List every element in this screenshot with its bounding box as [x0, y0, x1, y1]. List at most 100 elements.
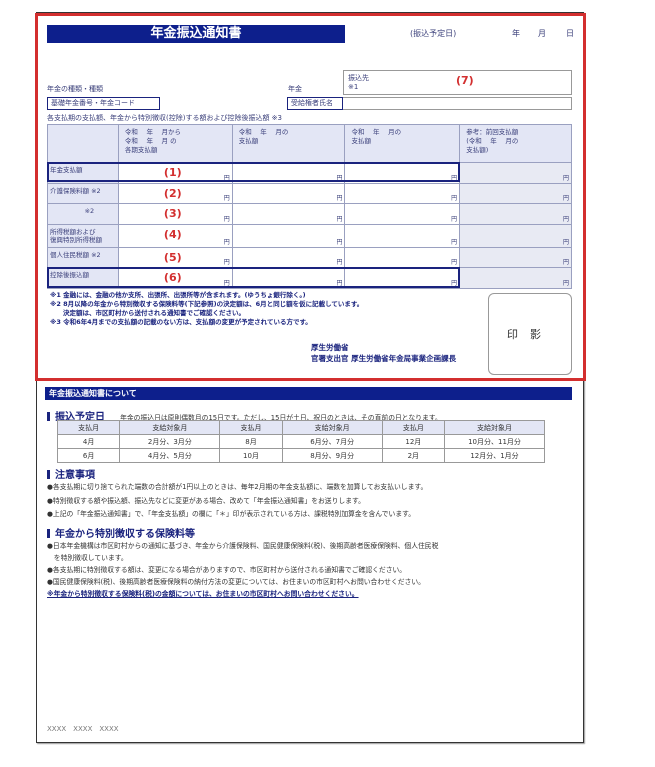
schedule-cell: 支給対象月 [444, 420, 545, 435]
deduction-item: ●日本年金機構は市区町村からの通知に基づき、年金から介護保険料、国民健康保険料(… [47, 542, 439, 550]
year-label: 年 [512, 29, 520, 38]
yen-unit: 円 [451, 195, 458, 202]
column-header: 令和 年 月の 支払額 [344, 124, 461, 163]
schedule-cell: 支払月 [56, 420, 121, 435]
notes: ※1 金融には、金融の他か支所、出張所、出張所等が含まれます。(ゆうちょ銀行除く… [50, 291, 363, 327]
amount-cell: 円 [459, 223, 572, 248]
schedule-cell: 2月 [381, 448, 446, 463]
amount-cell: 円 [344, 203, 461, 225]
yen-unit: 円 [451, 174, 458, 182]
amount-cell: 円 [459, 182, 572, 204]
amount-cell: 円 [344, 223, 461, 248]
yen-unit: 円 [451, 238, 458, 246]
issuer-ministry: 厚生労働省 [311, 343, 349, 352]
amount-cell: 円 [459, 203, 572, 225]
amount-cell: 円 [459, 162, 572, 184]
table-row: 控除後振込額 (6) 円 円 円 円 [47, 267, 572, 289]
row-marker: (5) [163, 250, 182, 264]
footer-code: XXXX XXXX XXXX [47, 725, 119, 733]
table-header-row: 令和 年 月から 令和 年 月 の 各期支払額 令和 年 月の 支払額 令和 年 月… [47, 124, 572, 163]
column-header: 参考：前回支払額 (令和 年 月の 支払額) [459, 124, 572, 163]
schedule-cell: 6月分、7月分 [281, 434, 383, 449]
note-2-cont: 決定額は、市区町村から送付される通知書でご確認ください。 [50, 309, 245, 317]
table-row: 個人住民税額 ※2 (5) 円 円 円 円 [47, 246, 572, 268]
day-label: 日 [566, 29, 574, 38]
deduction-item: ●各支払期に特別徴収する額は、変更になる場合がありますので、市区町村から送付され… [47, 566, 407, 574]
schedule-cell: 4月分、5月分 [119, 448, 221, 463]
amount-cell: 円 [459, 267, 572, 289]
yen-unit: 円 [336, 259, 343, 266]
yen-unit: 円 [562, 195, 569, 202]
schedule-text: 年金の振込日は原則偶数月の15日です。ただし、15日が土日、祝日のときは、その直… [120, 414, 442, 422]
yen-unit: 円 [562, 174, 569, 182]
yen-unit: 円 [562, 215, 569, 223]
schedule-cell: 6月 [56, 448, 121, 463]
yen-unit: 円 [336, 174, 343, 182]
schedule-heading-row: 振込予定日 年金の振込日は原則偶数月の15日です。ただし、15日が土日、祝日のと… [47, 405, 442, 424]
amount-cell: (2) 円 [117, 182, 233, 204]
issuer-officer: 官署支出官 厚生労働省年金局事業企画課長 [311, 354, 457, 363]
caution-heading: 注意事項 [47, 466, 95, 481]
yen-unit: 円 [562, 238, 569, 246]
row-label: 介護保険料額 ※2 [47, 182, 119, 204]
amount-cell: (4) 円 [117, 223, 233, 248]
final-note: ※年金から特別徴収する保険料(税)の金額については、お住まいの市区町村へお問い合… [47, 590, 359, 598]
yen-unit: 円 [336, 195, 343, 202]
table-row: 所得税額および 復興特別所得税額 (4) 円 円 円 円 [47, 223, 572, 248]
table-row: ※2 (3) 円 円 円 円 [47, 203, 572, 225]
yen-unit: 円 [223, 279, 230, 287]
schedule-cell: 支払月 [381, 420, 446, 435]
yen-unit: 円 [451, 215, 458, 223]
schedule-cell: 支給対象月 [119, 420, 221, 435]
scheduled-date-label: (振込予定日) [410, 29, 457, 38]
yen-unit: 円 [223, 195, 230, 202]
yen-unit: 円 [336, 279, 343, 287]
deduction-item: を特別徴収しています。 [47, 554, 128, 562]
schedule-cell: 12月分、1月分 [444, 448, 545, 463]
amount-cell: 円 [459, 246, 572, 268]
document-title: 年金振込通知書 [47, 25, 345, 43]
yen-unit: 円 [562, 259, 569, 266]
column-header: 令和 年 月から 令和 年 月 の 各期支払額 [117, 124, 233, 163]
net-row-highlight [47, 267, 460, 288]
amount-cell: 円 [344, 182, 461, 204]
recipient-label: 受給権者氏名 [287, 97, 343, 110]
amount-cell: 円 [231, 203, 346, 225]
amount-cell: 円 [344, 246, 461, 268]
schedule-cell: 2月分、3月分 [119, 434, 221, 449]
payment-row-highlight [47, 162, 460, 182]
pension-type-label: 年金の種類・種類 [47, 85, 103, 93]
yen-unit: 円 [451, 259, 458, 266]
row-label: 控除後振込額 [47, 267, 119, 289]
yen-unit: 円 [223, 174, 230, 182]
payee-marker: (7) [456, 74, 474, 87]
basic-number-label: 基礎年金番号・年金コード [47, 97, 160, 110]
schedule-heading: 振込予定日 [47, 412, 105, 423]
note-2: ※2 8月以降の年金から特別徴収する保険料等(下記参照)の決定額は、6月と同じ額… [50, 300, 364, 308]
row-marker: (1) [163, 166, 182, 179]
month-label: 月 [538, 29, 546, 38]
caution-item: ●上記の「年金振込通知書」で、「年金支払額」の欄に「＊」印が表示されている方は、… [47, 510, 416, 518]
row-marker: (6) [163, 271, 182, 284]
column-header [47, 124, 119, 163]
schedule-cell: 4月 [56, 434, 121, 449]
row-label: 個人住民税額 ※2 [47, 246, 119, 268]
payee-label: 振込先 [348, 74, 369, 82]
caution-item: ●各支払期に切り捨てられた端数の合計額が1円以上のときは、毎年2月期の年金支払額… [47, 483, 428, 491]
highlight-frame [35, 13, 586, 381]
yen-unit: 円 [223, 215, 230, 223]
schedule-cell: 8月 [219, 434, 283, 449]
row-marker: (4) [163, 227, 182, 241]
seal-box: 印影 [488, 293, 572, 375]
row-label: ※2 [47, 203, 119, 225]
table-caption: 各支払期の支払額、年金から特別徴収(控除)する額および控除後振込額 ※3 [47, 114, 283, 122]
caution-list: ●各支払期に切り捨てられた端数の合計額が1円以上のときは、毎年2月期の年金支払額… [47, 481, 427, 522]
deduction-item: ●国民健康保険料(税)、後期高齢者医療保険料の納付方法の変更については、お住まい… [47, 578, 425, 586]
payment-table: 令和 年 月から 令和 年 月 の 各期支払額 令和 年 月の 支払額 令和 年 月… [47, 124, 572, 289]
schedule-row: 支払月 支給対象月 支払月 支給対象月 支払月 支給対象月 [56, 420, 545, 435]
amount-cell: 円 [231, 246, 346, 268]
schedule-row: 4月 2月分、3月分 8月 6月分、7月分 12月 10月分、11月分 [56, 434, 545, 449]
row-label: 所得税額および 復興特別所得税額 [47, 223, 119, 248]
yen-unit: 円 [562, 279, 569, 287]
yen-unit: 円 [451, 279, 458, 287]
